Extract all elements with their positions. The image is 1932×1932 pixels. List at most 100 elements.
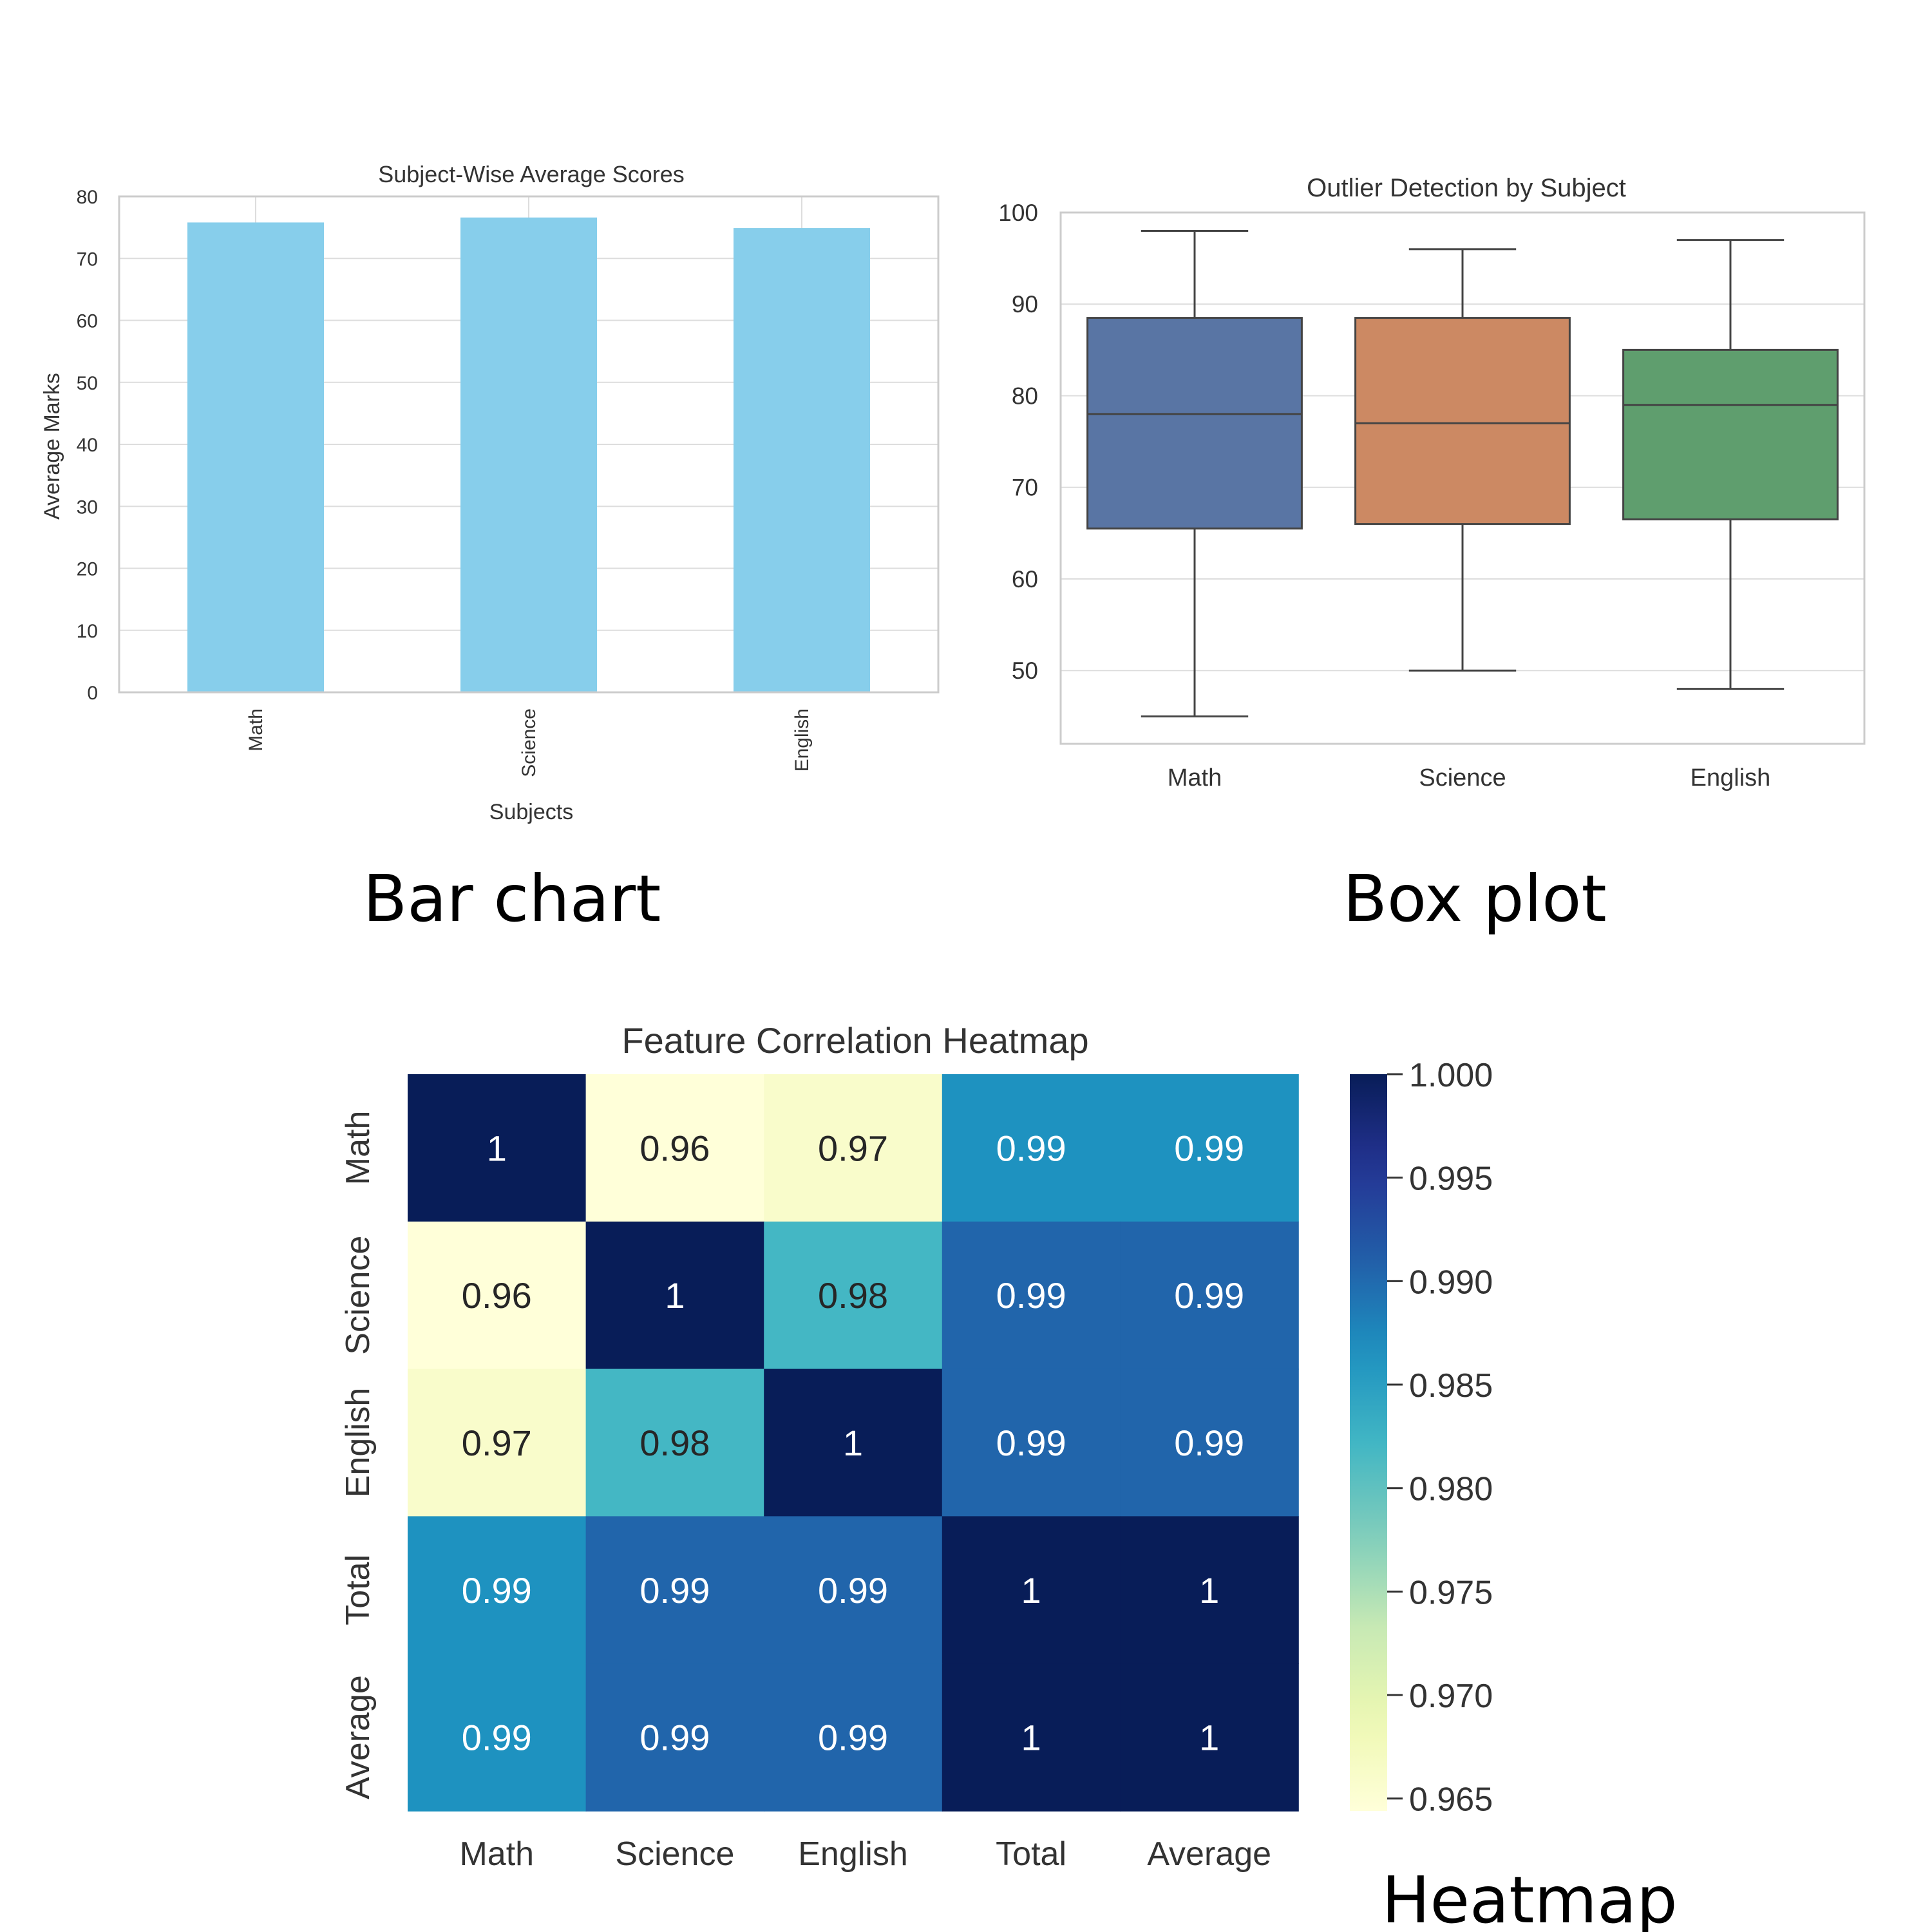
heatmap-caption: Heatmap: [1381, 1862, 1677, 1932]
bar-y-tick-label: 0: [87, 683, 98, 704]
heatmap-cell: [408, 1221, 587, 1370]
heatmap-cell: [764, 1221, 943, 1370]
bar-y-tick-label: 40: [77, 435, 98, 456]
heatmap-colorbar-gradient: [1350, 1074, 1387, 1811]
heatmap-cells: 1 0.96 0.97 0.99 0.99 0.96 1 0.98 0.99 0.99 0.97 0.…: [408, 1074, 1299, 1812]
heatmap-cell-label: 0.99: [996, 1275, 1066, 1316]
heatmap-cell: [585, 1074, 764, 1222]
heatmap-cell-label: 1: [1199, 1718, 1219, 1758]
heatmap-col-label: Math: [459, 1835, 534, 1873]
heatmap-cell-label: 1: [487, 1128, 507, 1168]
heatmap-row-label: Average: [339, 1675, 377, 1799]
box-y-tick-label: 90: [1012, 291, 1038, 317]
heatmap-cell: [1120, 1368, 1299, 1517]
heatmap-cell-label: 0.99: [639, 1718, 710, 1758]
heatmap-cell-label: 0.96: [639, 1128, 710, 1168]
heatmap-cell-label: 0.97: [462, 1423, 532, 1463]
box-y-tick-label: 70: [1012, 475, 1038, 501]
bar-chart-xlabel: Subjects: [489, 800, 573, 824]
heatmap-cell-label: 1: [843, 1423, 863, 1463]
heatmap-cell: [942, 1516, 1121, 1664]
heatmap-cell-label: 0.99: [639, 1570, 710, 1611]
heatmap-cell-label: 0.99: [1174, 1423, 1244, 1463]
heatmap-cell-label: 0.99: [818, 1570, 888, 1611]
bar-y-tick-label: 80: [77, 187, 98, 208]
heatmap-cell: [408, 1516, 587, 1664]
heatmap-cell: [408, 1074, 587, 1222]
bar-chart-title: Subject-Wise Average Scores: [378, 161, 685, 187]
box-science: [1354, 317, 1571, 526]
box-x-tick-label: Math: [1168, 764, 1222, 791]
box-x-tick-label: Science: [1419, 764, 1506, 791]
bar-chart-x-ticks: Math Science English: [245, 708, 813, 777]
bar-y-tick-label: 60: [77, 311, 98, 332]
colorbar-tick-label: 0.965: [1409, 1781, 1493, 1819]
colorbar-tick-label: 0.990: [1409, 1264, 1493, 1301]
bar-y-tick-label: 50: [77, 373, 98, 394]
colorbar-tick-label: 0.985: [1409, 1367, 1493, 1405]
colorbar-tick-label: 1.000: [1409, 1057, 1493, 1094]
box-x-tick-label: English: [1690, 764, 1771, 791]
heatmap-cell: [408, 1368, 587, 1517]
heatmap-cell: [1120, 1221, 1299, 1370]
bar-y-tick-label: 10: [77, 621, 98, 642]
box-plot: Outlier Detection by Subject 50 60 70 80 90 1…: [998, 174, 1866, 791]
heatmap-cell: [764, 1074, 943, 1222]
heatmap-axis-labels: Math Science English Total Average Math Scienc…: [339, 1111, 1271, 1873]
bar-y-tick-label: 30: [77, 497, 98, 518]
heatmap-col-label: English: [798, 1835, 908, 1873]
heatmap-col-label: Science: [615, 1835, 734, 1873]
bar-math: [187, 222, 324, 692]
heatmap-cell-label: 0.99: [462, 1570, 532, 1611]
heatmap-cell: [942, 1221, 1121, 1370]
heatmap-title: Feature Correlation Heatmap: [621, 1020, 1088, 1061]
colorbar-tick-label: 0.995: [1409, 1160, 1493, 1198]
heatmap-cell-label: 0.99: [996, 1423, 1066, 1463]
heatmap-row-label: Total: [339, 1555, 377, 1625]
heatmap-cell: [764, 1368, 943, 1517]
heatmap-cell: [942, 1368, 1121, 1517]
heatmap-cell: [585, 1516, 764, 1664]
bar-science: [460, 217, 597, 693]
heatmap-row-label: Science: [339, 1236, 377, 1355]
heatmap-cell-label: 1: [1021, 1570, 1041, 1611]
box-plot-y-ticks: 50 60 70 80 90 100: [998, 200, 1038, 684]
box-plot-caption: Box plot: [1343, 861, 1606, 936]
heatmap-cell-label: 0.97: [818, 1128, 888, 1168]
heatmap-cell: [942, 1663, 1121, 1812]
heatmap-row-label: English: [339, 1388, 377, 1498]
bar-chart: Subject-Wise Average Scores Subjects Ave…: [40, 161, 940, 824]
heatmap-cell-label: 0.99: [462, 1718, 532, 1758]
bar-y-tick-label: 70: [77, 249, 98, 270]
heatmap-cell-label: 0.98: [818, 1275, 888, 1316]
box-y-tick-label: 80: [1012, 383, 1038, 409]
bar-english: [734, 228, 870, 692]
colorbar-tick-label: 0.975: [1409, 1574, 1493, 1611]
box-y-tick-label: 60: [1012, 566, 1038, 592]
heatmap-cell-label: 0.99: [1174, 1128, 1244, 1168]
bar-chart-bars: [187, 217, 870, 693]
heatmap-cell-label: 0.98: [639, 1423, 710, 1463]
heatmap-cell: [764, 1663, 943, 1812]
bar-chart-caption: Bar chart: [363, 861, 661, 936]
heatmap-cell-label: 1: [1021, 1718, 1041, 1758]
heatmap: Feature Correlation Heatmap 1 0.96 0.97 0.9…: [339, 1020, 1493, 1873]
heatmap-cell-label: 0.99: [818, 1718, 888, 1758]
heatmap-cell: [585, 1663, 764, 1812]
heatmap-cell: [585, 1221, 764, 1370]
bar-chart-frame: [118, 195, 940, 694]
bar-x-tick-label: Science: [518, 708, 540, 777]
bar-chart-y-ticks: 0 10 20 30 40 50 60 70 80: [77, 187, 98, 704]
heatmap-cell-label: 1: [665, 1275, 685, 1316]
box-plot-boxes: [1086, 229, 1839, 717]
heatmap-cell: [585, 1368, 764, 1517]
heatmap-col-label: Total: [996, 1835, 1066, 1873]
box-plot-title: Outlier Detection by Subject: [1307, 174, 1626, 202]
heatmap-cell-label: 0.99: [1174, 1275, 1244, 1316]
box-y-tick-label: 50: [1012, 658, 1038, 684]
heatmap-row-label: Math: [339, 1111, 377, 1186]
bar-chart-ylabel: Average Marks: [40, 373, 64, 520]
heatmap-colorbar: 1.000 0.995 0.990 0.985 0.980 0.975 0.970 0.965: [1350, 1057, 1493, 1819]
heatmap-cell: [1120, 1074, 1299, 1222]
